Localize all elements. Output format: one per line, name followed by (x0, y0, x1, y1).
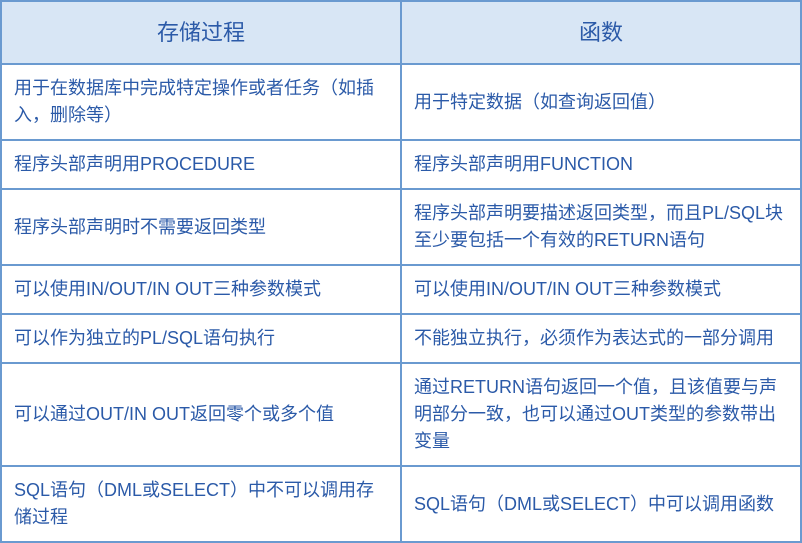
table-row: SQL语句（DML或SELECT）中不可以调用存储过程 SQL语句（DML或SE… (1, 466, 801, 542)
cell-procedure: 程序头部声明时不需要返回类型 (1, 189, 401, 265)
cell-function: SQL语句（DML或SELECT）中可以调用函数 (401, 466, 801, 542)
cell-procedure: 可以通过OUT/IN OUT返回零个或多个值 (1, 363, 401, 466)
cell-procedure: 用于在数据库中完成特定操作或者任务（如插入，删除等） (1, 64, 401, 140)
table-row: 可以使用IN/OUT/IN OUT三种参数模式 可以使用IN/OUT/IN OU… (1, 265, 801, 314)
cell-function: 程序头部声明用FUNCTION (401, 140, 801, 189)
table-row: 可以作为独立的PL/SQL语句执行 不能独立执行，必须作为表达式的一部分调用 (1, 314, 801, 363)
cell-function: 通过RETURN语句返回一个值，且该值要与声明部分一致，也可以通过OUT类型的参… (401, 363, 801, 466)
cell-function: 不能独立执行，必须作为表达式的一部分调用 (401, 314, 801, 363)
comparison-table: 存储过程 函数 用于在数据库中完成特定操作或者任务（如插入，删除等） 用于特定数… (0, 0, 802, 543)
table-row: 可以通过OUT/IN OUT返回零个或多个值 通过RETURN语句返回一个值，且… (1, 363, 801, 466)
cell-procedure: 程序头部声明用PROCEDURE (1, 140, 401, 189)
table-header-row: 存储过程 函数 (1, 1, 801, 64)
cell-procedure: 可以作为独立的PL/SQL语句执行 (1, 314, 401, 363)
cell-function: 程序头部声明要描述返回类型，而且PL/SQL块至少要包括一个有效的RETURN语… (401, 189, 801, 265)
cell-procedure: 可以使用IN/OUT/IN OUT三种参数模式 (1, 265, 401, 314)
cell-procedure: SQL语句（DML或SELECT）中不可以调用存储过程 (1, 466, 401, 542)
table-row: 用于在数据库中完成特定操作或者任务（如插入，删除等） 用于特定数据（如查询返回值… (1, 64, 801, 140)
comparison-table-container: 存储过程 函数 用于在数据库中完成特定操作或者任务（如插入，删除等） 用于特定数… (0, 0, 802, 543)
table-body: 用于在数据库中完成特定操作或者任务（如插入，删除等） 用于特定数据（如查询返回值… (1, 64, 801, 542)
table-row: 程序头部声明用PROCEDURE 程序头部声明用FUNCTION (1, 140, 801, 189)
cell-function: 用于特定数据（如查询返回值） (401, 64, 801, 140)
table-row: 程序头部声明时不需要返回类型 程序头部声明要描述返回类型，而且PL/SQL块至少… (1, 189, 801, 265)
cell-function: 可以使用IN/OUT/IN OUT三种参数模式 (401, 265, 801, 314)
header-procedure: 存储过程 (1, 1, 401, 64)
header-function: 函数 (401, 1, 801, 64)
